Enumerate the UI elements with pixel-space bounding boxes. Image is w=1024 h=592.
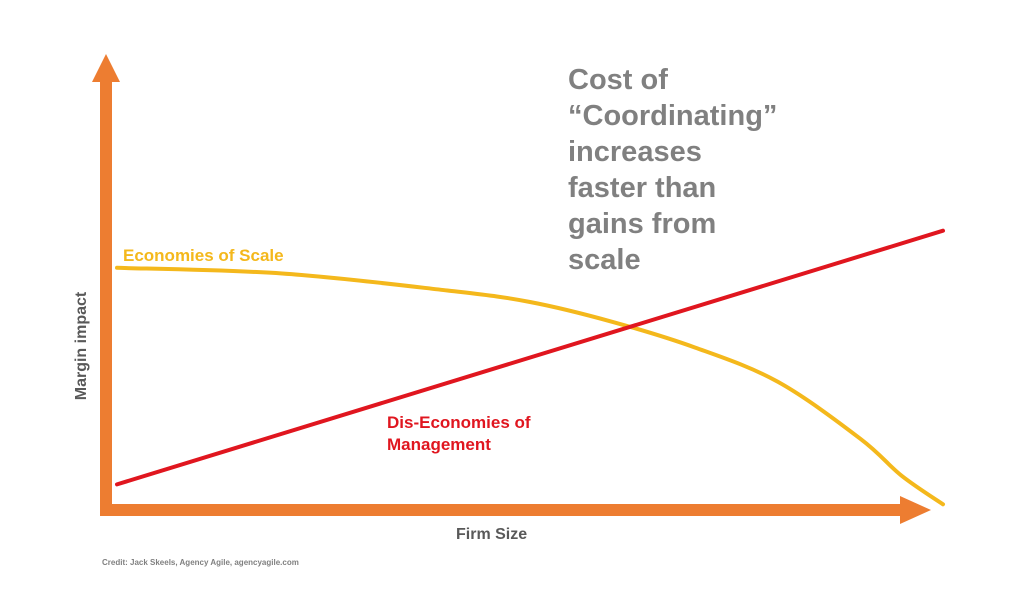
annotation-line: gains from [568,208,717,240]
annotation-line: Cost of [568,64,668,96]
axes [92,54,931,524]
series-label-line: Dis-Economies of [387,413,531,432]
annotation-line: “Coordinating” [568,100,778,132]
annotation-line: scale [568,244,641,276]
series-label-line: Management [387,435,491,454]
x-axis-arrowhead [900,496,931,524]
series-label-economies-of-scale: Economies of Scale [123,246,284,265]
y-axis-arrowhead [92,54,120,82]
chart-annotation: Cost of “Coordinating” increases faster … [568,62,898,278]
series-line-dis-economies-of-management [115,228,945,487]
annotation-line: faster than [568,172,717,204]
annotation-line: increases [568,136,702,168]
x-axis-label: Firm Size [456,526,528,543]
series-layer [115,228,945,507]
series-label-dis-economies-of-management: Dis-Economies of Management [387,412,531,456]
y-axis-label: Margin impact [73,291,90,401]
credit-line: Credit: Jack Skeels, Agency Agile, agenc… [102,558,299,567]
series-line-economies-of-scale [115,265,945,507]
